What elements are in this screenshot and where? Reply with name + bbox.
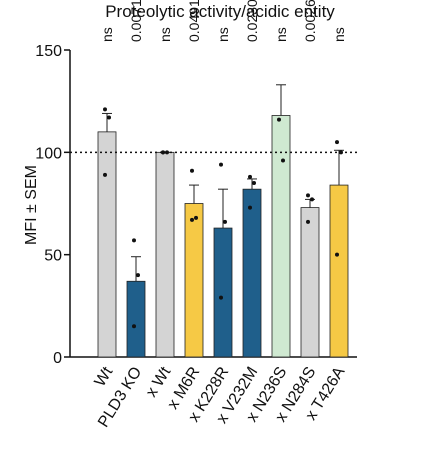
- data-point: [194, 215, 198, 220]
- annotation: ns: [215, 27, 231, 42]
- data-point: [190, 168, 194, 173]
- bar: [155, 151, 175, 358]
- bar: [300, 207, 320, 358]
- x-tick-label: Wt: [92, 364, 117, 390]
- data-point: [248, 205, 252, 210]
- y-tick-label: 50: [44, 248, 62, 265]
- data-point: [306, 219, 310, 224]
- bar: [329, 184, 349, 358]
- annotation: 0.0071: [128, 0, 144, 42]
- y-axis-label: MFI ± SEM: [23, 165, 40, 245]
- data-point: [310, 197, 314, 202]
- data-point: [107, 115, 111, 120]
- data-point: [252, 181, 256, 186]
- data-point: [161, 150, 165, 155]
- annotation: ns: [273, 27, 289, 42]
- annotation: 0.0230: [244, 0, 260, 42]
- bar: [97, 131, 117, 358]
- data-point: [248, 174, 252, 179]
- data-point: [136, 273, 140, 278]
- bar: [184, 203, 204, 358]
- annotation: ns: [331, 27, 347, 42]
- data-point: [306, 193, 310, 198]
- annotation: 0.0026: [302, 0, 318, 42]
- data-point: [219, 295, 223, 300]
- bar: [213, 227, 233, 358]
- data-point: [277, 117, 281, 122]
- chart-title: Proteolytic activity/acidic entity: [105, 2, 335, 21]
- data-point: [223, 219, 227, 224]
- y-tick-label: 150: [35, 43, 62, 60]
- annotation: 0.0491: [186, 0, 202, 42]
- y-tick-label: 0: [53, 350, 62, 367]
- data-point: [132, 238, 136, 243]
- data-point: [103, 107, 107, 112]
- data-point: [190, 217, 194, 222]
- y-tick-label: 100: [35, 145, 62, 162]
- annotation: ns: [157, 27, 173, 42]
- data-point: [103, 172, 107, 177]
- bar: [126, 280, 146, 358]
- data-point: [219, 162, 223, 167]
- data-point: [335, 252, 339, 257]
- data-point: [281, 158, 285, 163]
- data-point: [132, 324, 136, 329]
- data-point: [335, 140, 339, 145]
- annotation: ns: [99, 27, 115, 42]
- bar: [242, 188, 262, 358]
